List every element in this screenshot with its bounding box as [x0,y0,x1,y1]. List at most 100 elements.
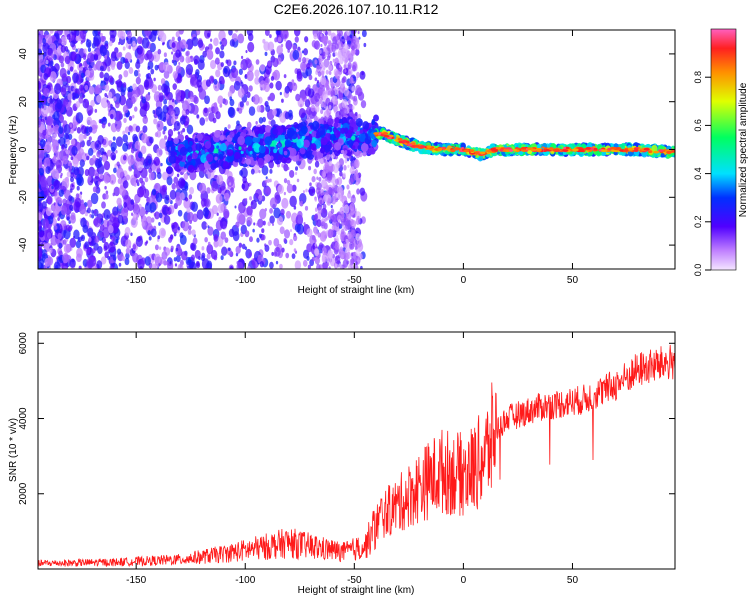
heatmap-cell [76,185,80,191]
heatmap-cell [83,133,87,140]
heatmap-cell [174,263,178,267]
heatmap-cell [346,50,352,59]
heatmap-cell [157,123,161,128]
heatmap-cell [245,50,248,54]
heatmap-cell [324,217,327,222]
heatmap-cell [62,252,70,264]
heatmap-cell [60,87,67,97]
heatmap-cell [219,103,223,108]
heatmap-cell [58,55,65,64]
heatmap-cell [283,229,291,239]
heatmap-cell [150,228,157,238]
heatmap-cell [351,105,355,110]
heatmap-cell [172,83,177,91]
heatmap-cell [181,182,185,187]
heatmap-cell [235,30,239,33]
heatmap-cell [248,252,252,257]
heatmap-cell [320,62,325,68]
heatmap-cell [184,197,189,202]
heatmap-cell [189,186,195,195]
heatmap-cell [69,66,74,72]
heatmap-cell [150,68,155,75]
heatmap-cell [206,49,214,59]
heatmap-cell [145,210,148,215]
heatmap-cell [78,96,84,104]
heatmap-cell [171,183,176,190]
heatmap-cell [85,39,92,48]
heatmap-cell [98,229,101,233]
heatmap-cell [118,74,123,80]
heatmap-cell [316,64,319,69]
heatmap-cell [334,255,341,264]
heatmap-cell [341,116,348,124]
heatmap-cell [86,155,90,161]
heatmap-cell [267,60,272,67]
heatmap-cell [53,83,62,95]
heatmap-cell [265,77,270,85]
heatmap-cell [298,108,306,119]
heatmap-cell [71,146,78,156]
heatmap-cell [339,57,344,65]
heatmap-cell [314,213,318,220]
heatmap-cell [39,138,46,148]
heatmap-cell [111,262,115,268]
heatmap-cell [70,51,77,62]
heatmap-cell [143,79,150,88]
heatmap-cell [193,173,197,179]
heatmap-cell [75,101,81,108]
heatmap-cell [335,234,339,239]
heatmap-cell [350,174,356,183]
heatmap-cell [293,248,297,253]
heatmap-cell [190,55,193,59]
heatmap-cell [193,55,200,65]
heatmap-cell [355,84,362,95]
heatmap-cell [306,228,313,238]
heatmap-cell [362,151,367,157]
heatmap-cell [322,262,329,269]
heatmap-cell [359,70,366,80]
heatmap-cell [354,48,360,56]
heatmap-cell [252,228,255,233]
heatmap-cell [133,69,139,77]
heatmap-cell [352,39,356,45]
heatmap-cell [348,70,351,75]
heatmap-cell [267,96,271,101]
heatmap-cell [336,185,343,195]
heatmap-cell [68,133,73,140]
heatmap-cell [75,193,80,199]
heatmap-cell [338,103,342,109]
heatmap-cell [104,54,108,60]
heatmap-cell [104,185,107,190]
heatmap-cell [80,234,86,242]
heatmap-cell [321,246,327,256]
heatmap-cell [314,197,318,202]
heatmap-cell [75,240,82,249]
heatmap-cell [110,51,118,62]
heatmap-cell [303,48,309,56]
heatmap-cell [132,213,138,221]
heatmap-cell [246,121,252,129]
heatmap-cell [276,30,281,36]
heatmap-cell [314,160,320,168]
heatmap-cell [65,138,71,146]
heatmap-cell [254,76,260,85]
heatmap-cell [112,254,117,261]
heatmap-cell [352,252,356,257]
heatmap-cell [314,229,319,236]
heatmap-cell [100,32,103,38]
heatmap-cell [284,34,288,39]
heatmap-cell [241,183,246,190]
heatmap-cell [279,226,285,235]
heatmap-cell [250,168,255,175]
heatmap-cell [52,133,57,140]
heatmap-cell [349,258,354,266]
heatmap-cell [296,223,305,235]
heatmap-cell [355,218,361,226]
heatmap-cell [132,114,135,119]
heatmap-cell [58,197,63,205]
heatmap-cell [325,153,330,161]
heatmap-cell [181,251,188,261]
heatmap-cell [88,136,92,141]
heatmap-cell [271,251,275,257]
heatmap-cell [62,155,69,165]
